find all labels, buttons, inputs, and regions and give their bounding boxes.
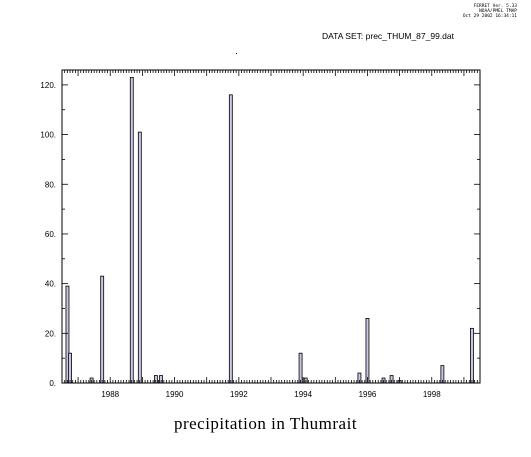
x-tick-label: 1988 — [101, 390, 119, 399]
y-tick-label: 100. — [40, 131, 56, 140]
ticks-group — [61, 70, 481, 384]
y-tick-label: 60. — [45, 230, 56, 239]
bar — [129, 77, 134, 384]
x-tick-label: 1996 — [359, 390, 377, 399]
y-tick-label: 20. — [45, 329, 56, 338]
chart-title: precipitation in Thumrait — [173, 414, 358, 433]
y-tick-label: 120. — [40, 81, 56, 90]
credit-line: FERRET Ver. 5.33 — [473, 4, 517, 9]
x-tick-label: 1994 — [294, 390, 312, 399]
y-tick-label: 80. — [45, 180, 56, 189]
dataset-name: prec_THUM_87_99.dat — [365, 31, 454, 41]
x-tick-label: 1992 — [230, 390, 248, 399]
bar — [298, 352, 303, 384]
x-tick-label: 1990 — [166, 390, 184, 399]
plot-frame — [61, 69, 481, 384]
stray-dot — [236, 53, 237, 54]
bar — [137, 131, 142, 384]
credit-line: Oct 29 2002 16:34:11 — [462, 14, 517, 20]
bar — [228, 94, 233, 384]
bar — [365, 318, 370, 384]
bars-group — [65, 77, 474, 384]
y-tick-label: 0. — [49, 379, 56, 388]
bar — [470, 327, 474, 384]
ferret-credit: FERRET Ver. 5.33 NOAA/PMEL TMAP Oct 29 2… — [437, 4, 517, 20]
y-tick-label: 40. — [45, 280, 56, 289]
tick-labels-group: 0. 20. 40. 60. 80. 100. 120. 1988 1990 1992 1994 19… — [40, 81, 441, 399]
bar — [100, 275, 105, 384]
dataset-line: DATA SET: prec_THUM_87_99.dat — [322, 31, 454, 41]
dataset-label: DATA SET: — [322, 31, 364, 41]
x-tick-label: 1998 — [423, 390, 441, 399]
bar — [68, 352, 72, 384]
credit-line: NOAA/PMEL TMAP — [479, 9, 517, 15]
